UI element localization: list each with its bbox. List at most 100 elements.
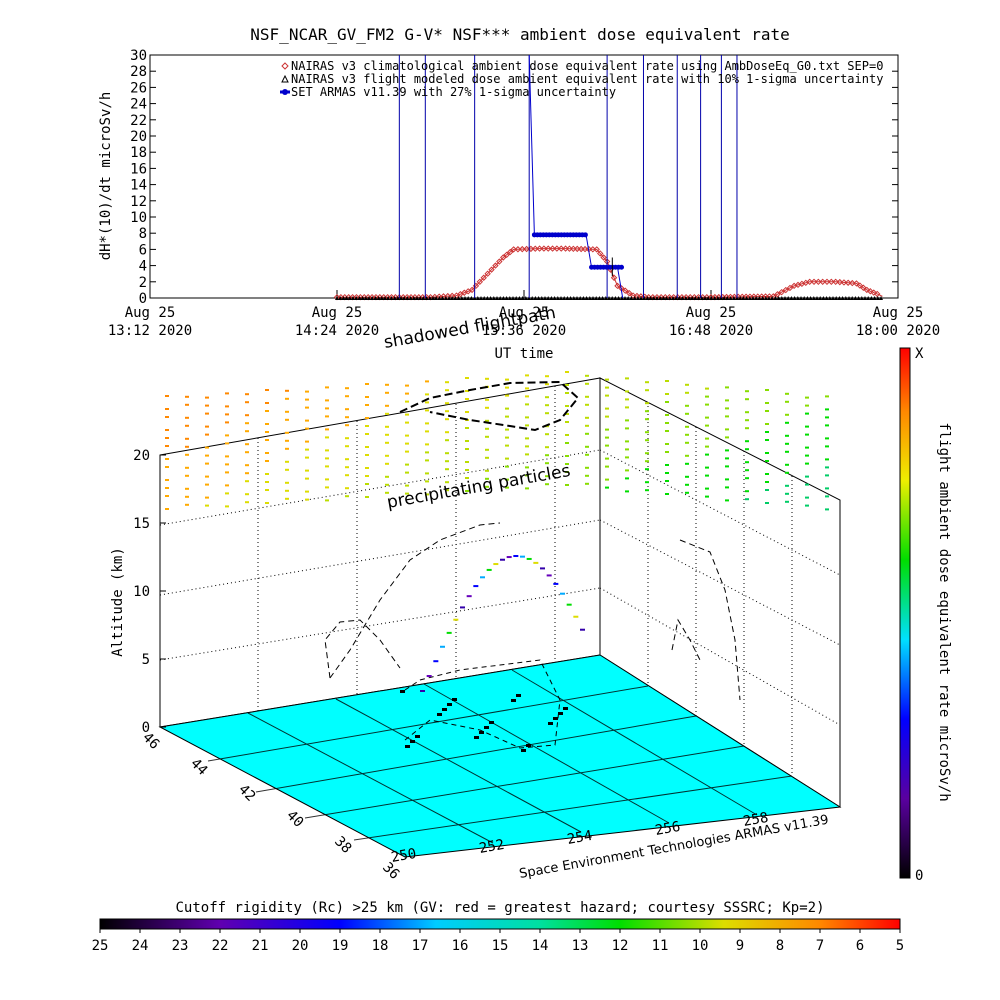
particle-mark (465, 461, 469, 463)
series-nairas-flight-point (335, 296, 339, 300)
particle-mark (365, 417, 369, 419)
series-nairas-flight-point (539, 296, 544, 300)
rigidity-tick-label: 23 (172, 938, 189, 954)
series-nairas-flight-point (642, 296, 647, 300)
particle-mark (805, 404, 809, 407)
particle-mark (765, 389, 769, 391)
particle-mark (445, 489, 449, 492)
y-tick-label: 20 (130, 129, 147, 145)
series-nairas-flight-point (613, 296, 618, 300)
particle-mark (505, 436, 509, 439)
series-nairas-flight-point (363, 296, 368, 300)
series-nairas-flight-point (690, 296, 695, 300)
particle-mark (725, 407, 729, 410)
legend-entry: SET ARMAS v11.39 with 27% 1-sigma uncert… (291, 85, 616, 99)
particle-mark (165, 508, 169, 510)
particle-mark (285, 460, 289, 463)
particle-mark (485, 469, 489, 472)
particle-mark (405, 421, 409, 424)
series-nairas-climatological-line (337, 248, 883, 298)
series-nairas-flight-point (463, 296, 467, 300)
series-nairas-flight-point (367, 296, 371, 300)
series-nairas-flight-point (632, 296, 637, 300)
series-nairas-flight-point (514, 296, 519, 300)
series-nairas-flight-point (565, 296, 570, 300)
particle-mark (645, 381, 649, 384)
particle-mark (685, 391, 689, 394)
rigidity-tick-label: 20 (292, 938, 309, 954)
particle-mark (365, 446, 369, 448)
series-nairas-climatological-point (600, 254, 607, 261)
series-nairas-flight-point (555, 296, 560, 300)
series-nairas-climatological-point (540, 245, 548, 252)
longitude-tick-label: 258 (742, 810, 770, 830)
particle-mark (545, 446, 549, 449)
latitude-tick-label: 44 (187, 756, 210, 779)
particle-mark (825, 487, 829, 490)
particle-mark (325, 428, 329, 431)
particle-mark (525, 424, 529, 427)
series-nairas-flight-point (827, 296, 832, 300)
rigidity-colorbar-ticks: 25 24 23 22 21 20 19 18 17 16 15 14 13 12 11 10 9 8 7 6 5 (92, 929, 904, 954)
particle-mark (225, 434, 229, 437)
particle-mark (565, 463, 569, 465)
series-nairas-climatological-point (810, 278, 818, 286)
particle-mark (385, 391, 389, 394)
particle-mark (705, 474, 709, 477)
particle-mark (585, 403, 589, 406)
particle-mark (305, 498, 309, 501)
particle-mark (245, 493, 249, 496)
particle-mark (305, 419, 309, 422)
particle-mark (605, 378, 609, 381)
particle-mark (565, 421, 569, 423)
particle-mark (765, 452, 769, 454)
particle-mark (585, 382, 589, 385)
particle-mark (265, 481, 269, 483)
particle-mark (685, 425, 689, 428)
particle-mark (285, 439, 289, 442)
series-nairas-flight-point (802, 296, 807, 300)
particle-mark (625, 427, 629, 430)
particle-mark (505, 394, 509, 397)
particle-mark (645, 410, 649, 413)
series-nairas-flight-point (415, 296, 419, 300)
particle-mark (425, 493, 429, 496)
rigidity-tick-label: 13 (572, 938, 589, 954)
legend-entry: NAIRAS v3 climatological ambient dose eq… (291, 59, 883, 73)
particle-mark (545, 404, 549, 407)
particle-mark (505, 428, 509, 431)
series-nairas-flight-point (856, 296, 861, 300)
particle-mark (385, 462, 389, 465)
particle-mark (545, 383, 549, 386)
particle-mark (445, 381, 449, 384)
particle-mark (825, 424, 829, 427)
series-nairas-flight-point (626, 296, 631, 300)
particle-mark (605, 436, 609, 439)
particle-mark (765, 481, 769, 483)
particle-mark (285, 497, 289, 500)
particle-mark (425, 451, 429, 454)
y-tick-label: 12 (130, 194, 147, 210)
rigidity-tick-label: 24 (132, 938, 149, 954)
series-nairas-flight-point (792, 296, 797, 300)
particle-mark (405, 400, 409, 403)
particle-mark (325, 386, 329, 389)
y-tick-label: 6 (139, 242, 147, 258)
series-nairas-flight-point (495, 296, 499, 300)
armas-flight-path (400, 555, 585, 752)
series-nairas-flight-point (536, 296, 541, 300)
particle-mark (685, 383, 689, 386)
series-nairas-climatological-point (468, 286, 476, 294)
annotation-precipitating-particles: precipitating particles (385, 461, 572, 513)
series-nairas-climatological-point (610, 274, 618, 281)
particle-mark (805, 483, 809, 486)
series-nairas-climatological-point (832, 278, 839, 286)
series-nairas-flight-point (706, 296, 711, 300)
series-nairas-flight-point (799, 296, 803, 300)
particle-mark (385, 412, 389, 415)
particle-mark (245, 451, 249, 454)
particle-mark (765, 439, 769, 441)
series-nairas-flight-point (424, 296, 429, 300)
particle-mark (485, 377, 489, 380)
particle-mark (185, 474, 189, 477)
